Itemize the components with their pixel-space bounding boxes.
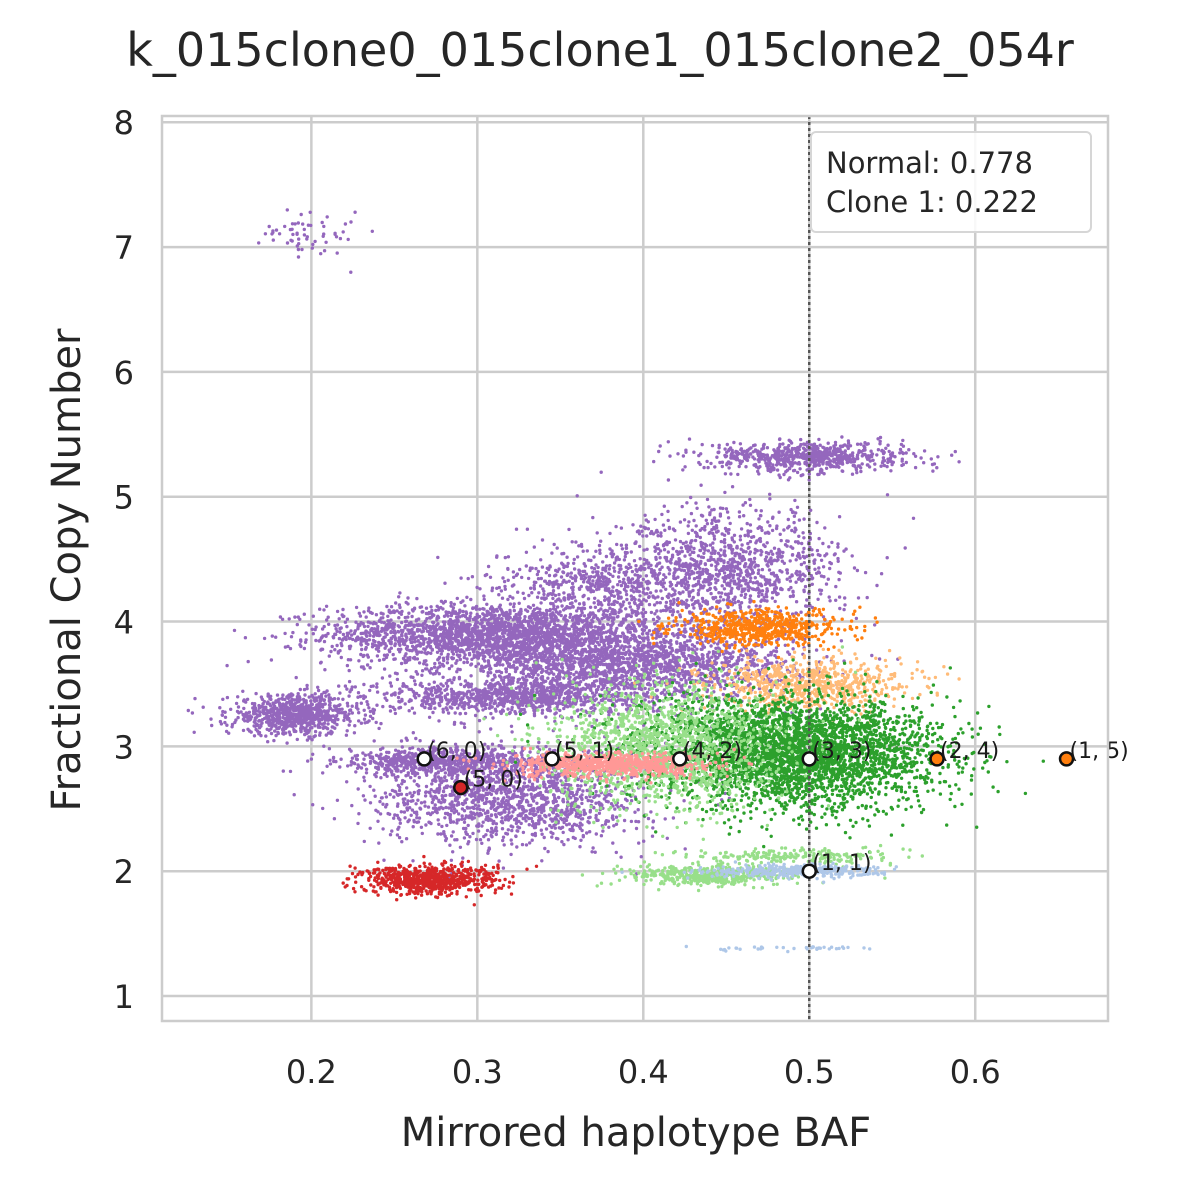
x-tick-label: 0.6 xyxy=(950,1053,1001,1091)
x-tick-label: 0.5 xyxy=(784,1053,835,1091)
plot-frame xyxy=(160,114,1110,1023)
scatter-cluster xyxy=(257,208,374,274)
genotype-marker xyxy=(416,751,432,767)
genotype-label: (4, 2) xyxy=(683,739,742,764)
genotype-marker xyxy=(801,863,818,879)
genotype-label: (1, 1) xyxy=(812,851,871,876)
genotype-label: (3, 3) xyxy=(812,739,871,764)
y-tick-label: 2 xyxy=(114,853,134,891)
genotype-markers: (6, 0) (5, 0) (5, 1) (4, 2) (3, 3) (2, 4) (1, … xyxy=(416,739,1129,879)
x-tick-label: 0.4 xyxy=(618,1053,669,1091)
grid-lines xyxy=(162,116,1108,1021)
y-tick-label: 7 xyxy=(114,229,134,267)
scatter-cluster xyxy=(341,854,539,907)
legend: Normal: 0.778 Clone 1: 0.222 xyxy=(810,131,1092,233)
legend-box xyxy=(810,131,1092,233)
legend-line-normal: Normal: 0.778 xyxy=(826,146,1033,180)
genotype-label: (2, 4) xyxy=(940,739,999,764)
genotype-marker xyxy=(929,751,945,767)
scatter-points xyxy=(186,208,1045,954)
scatter-cluster xyxy=(684,944,872,954)
scatter-cluster xyxy=(186,683,417,751)
y-tick-label: 6 xyxy=(114,354,134,392)
chart-title: k_015clone0_015clone1_015clone2_054r xyxy=(126,23,1074,77)
genotype-marker xyxy=(544,751,560,767)
scatter-cluster xyxy=(653,843,924,869)
legend-line-clone1: Clone 1: 0.222 xyxy=(826,185,1038,219)
scatter-cluster xyxy=(652,435,961,482)
y-tick-labels: 1 2 3 4 5 6 7 8 xyxy=(114,104,134,1016)
genotype-marker xyxy=(452,779,469,796)
x-tick-label: 0.3 xyxy=(452,1053,503,1091)
x-axis-label: Mirrored haplotype BAF xyxy=(401,1110,871,1156)
genotype-marker xyxy=(672,751,688,767)
genotype-label: (6, 0) xyxy=(427,739,486,764)
y-tick-label: 1 xyxy=(114,978,134,1016)
genotype-label: (5, 1) xyxy=(555,739,614,764)
x-tick-label: 0.2 xyxy=(286,1053,337,1091)
x-tick-labels: 0.2 0.3 0.4 0.5 0.6 xyxy=(286,1053,1001,1091)
scatter-cluster xyxy=(637,599,879,660)
genotype-label: (1, 5) xyxy=(1070,739,1129,764)
y-tick-label: 4 xyxy=(114,604,134,642)
genotype-marker xyxy=(801,751,818,767)
genotype-label: (5, 0) xyxy=(464,768,523,793)
scatter-cluster xyxy=(436,527,734,661)
y-tick-label: 3 xyxy=(114,728,134,766)
scatter-cluster xyxy=(294,669,710,730)
y-axis-label: Fractional Copy Number xyxy=(44,328,90,811)
y-tick-label: 5 xyxy=(114,479,134,517)
genotype-marker xyxy=(1058,751,1075,767)
y-tick-label: 8 xyxy=(114,104,134,142)
